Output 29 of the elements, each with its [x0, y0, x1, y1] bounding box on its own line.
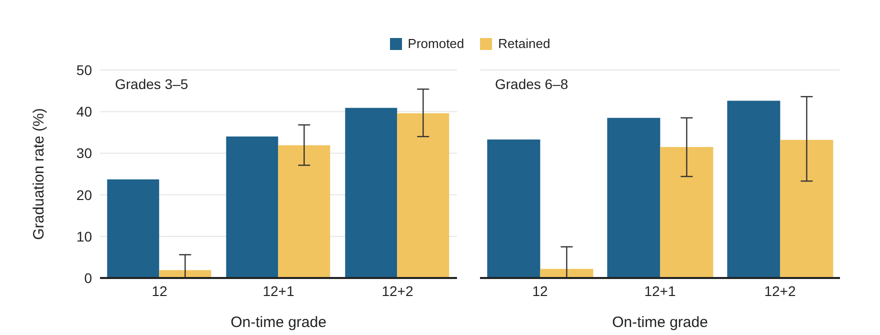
- bar: [727, 100, 780, 278]
- y-tick-label: 30: [76, 145, 92, 162]
- x-axis-title: On-time grade: [612, 314, 708, 331]
- bar: [345, 108, 398, 278]
- x-axis-title: On-time grade: [230, 314, 326, 331]
- x-tick-label: 12+1: [262, 282, 294, 299]
- bar: [780, 140, 834, 278]
- legend-label: Retained: [498, 36, 550, 51]
- chart-title: Grades 6–8: [495, 76, 568, 92]
- y-tick-label: 0: [84, 270, 92, 286]
- y-axis-title: Graduation rate (%): [30, 108, 48, 240]
- x-tick-label: 12+1: [644, 282, 676, 299]
- y-tick-label: 50: [76, 62, 92, 78]
- x-tick-label: 12: [152, 282, 168, 299]
- bar: [487, 139, 540, 278]
- chart-title: Grades 3–5: [115, 76, 188, 92]
- x-tick-label: 12+2: [764, 282, 796, 299]
- bar: [107, 179, 160, 278]
- y-tick-label: 20: [76, 186, 92, 203]
- y-tick-label: 40: [76, 104, 92, 120]
- y-tick-label: 10: [76, 228, 92, 244]
- x-tick-label: 12+2: [382, 282, 414, 299]
- bar: [278, 145, 330, 278]
- bar: [660, 146, 714, 278]
- bar: [607, 118, 660, 278]
- bar: [397, 113, 450, 278]
- legend-label: Promoted: [408, 36, 464, 51]
- bar: [226, 136, 278, 278]
- x-tick-label: 12: [532, 282, 548, 299]
